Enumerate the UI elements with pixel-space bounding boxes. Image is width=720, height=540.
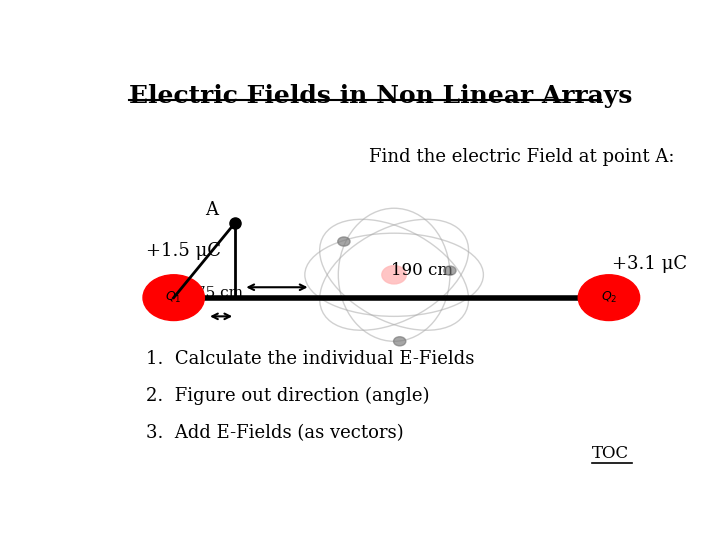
Text: A: A [205, 201, 218, 219]
Text: $Q_1$: $Q_1$ [166, 290, 182, 305]
Circle shape [338, 237, 350, 246]
Text: Electric Fields in Non Linear Arrays: Electric Fields in Non Linear Arrays [129, 84, 632, 107]
Circle shape [578, 275, 639, 321]
Text: 3.  Add E-Fields (as vectors): 3. Add E-Fields (as vectors) [145, 424, 403, 442]
Circle shape [143, 275, 204, 321]
Text: TOC: TOC [593, 445, 629, 462]
Text: 75 cm: 75 cm [197, 286, 243, 300]
Text: 2.  Figure out direction (angle): 2. Figure out direction (angle) [145, 387, 429, 406]
Text: +1.5 μC: +1.5 μC [145, 242, 221, 260]
Circle shape [382, 266, 406, 284]
Text: +3.1 μC: +3.1 μC [612, 255, 687, 273]
Text: $Q_2$: $Q_2$ [600, 290, 617, 305]
Text: 190 cm: 190 cm [391, 262, 453, 279]
Text: 1.  Calculate the individual E-Fields: 1. Calculate the individual E-Fields [145, 349, 474, 368]
Circle shape [394, 337, 406, 346]
Text: Find the electric Field at point A:: Find the electric Field at point A: [369, 148, 675, 166]
Circle shape [444, 266, 456, 275]
